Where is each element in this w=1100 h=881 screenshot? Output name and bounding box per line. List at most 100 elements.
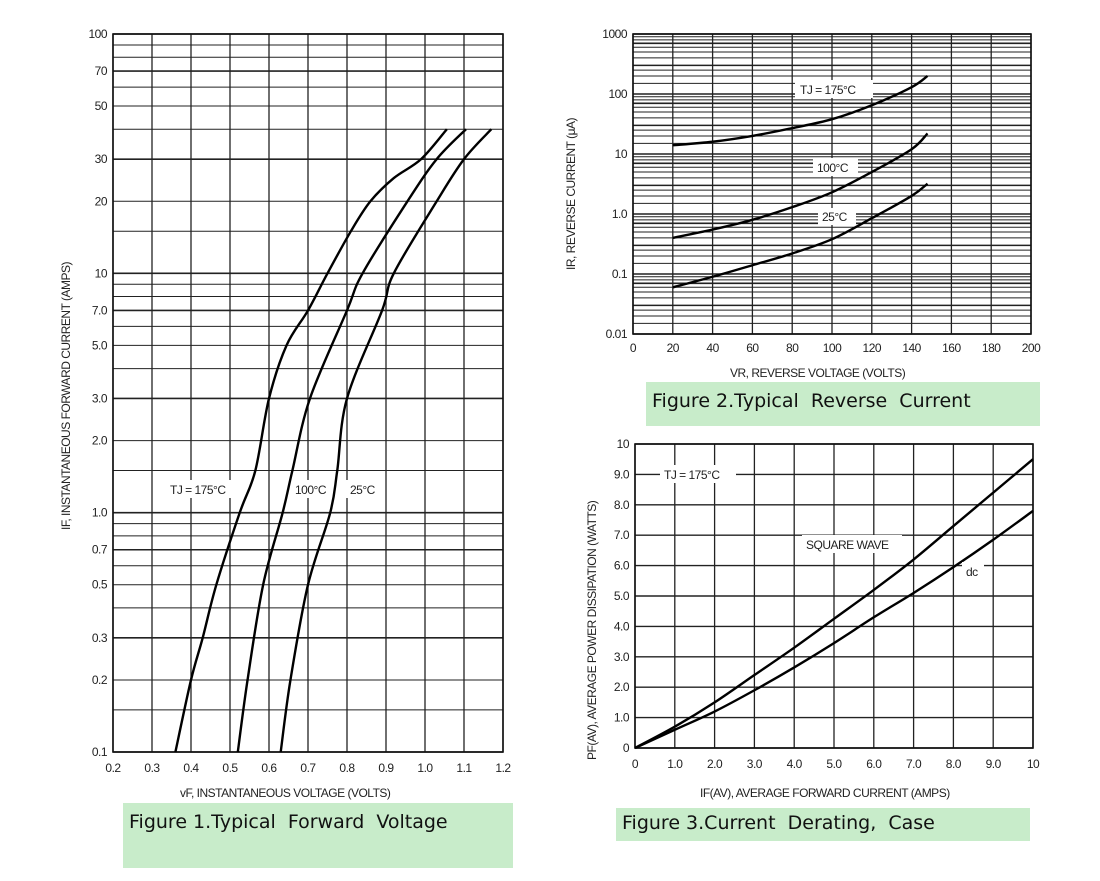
y-tick-label: 0.01 [606,327,628,341]
y-tick-label: 0.2 [92,673,108,687]
series-line [634,458,1034,750]
plot-frame [632,33,1032,335]
fig3-label-square-wave: SQUARE WAVE [806,538,889,552]
figure-3-current-derating-chart: 0 1.0 2.0 3.0 4.0 5.0 6.0 7.0 8.0 9.0 10 10 9.0 8.0 7.… [614,437,1041,771]
fig1-label-175c: TJ = 175°C [170,483,226,497]
y-tick-label: 30 [95,152,108,166]
figure-1-forward-voltage-chart: 0.2 0.3 0.4 0.5 0.6 0.7 0.8 0.9 1.0 1.1 1.2 100 70 50… [88,27,511,775]
y-tick-label: 10 [615,147,628,161]
y-tick-label: 5.0 [92,338,108,352]
figure-1-caption: Figure 1.Typical Forward Voltage [123,803,513,868]
plot-frame [112,33,504,753]
y-tick-label: 1000 [602,27,628,41]
x-tick-label: 40 [706,341,719,355]
x-tick-label: 0.4 [183,761,199,775]
x-tick-label: 80 [786,341,799,355]
series-line [174,128,448,753]
y-tick-label: 100 [608,87,627,101]
y-tick-label: 0 [623,741,630,755]
x-tick-label: 1.2 [495,761,511,775]
x-tick-label: 4.0 [787,757,803,771]
y-tick-label: 7.0 [92,303,108,317]
figure-3-caption: Figure 3.Current Derating, Case [616,808,1030,841]
fig3-y-axis-label: PF(AV), AVERAGE POWER DISSIPATION (WATTS… [585,500,599,760]
y-tick-label: 0.1 [92,745,108,759]
y-tick-label: 9.0 [614,467,630,481]
y-tick-label: 0.1 [612,267,628,281]
y-tick-label: 7.0 [614,528,630,542]
x-tick-label: 160 [942,341,961,355]
x-tick-label: 0.5 [222,761,238,775]
y-tick-label: 6.0 [614,559,630,573]
fig1-y-axis-label: IF, INSTANTANEOUS FORWARD CURRENT (AMPS) [59,261,73,530]
x-tick-label: 180 [982,341,1001,355]
fig1-label-25c: 25°C [350,483,376,497]
fig3-label-dc: dc [966,565,978,579]
y-tick-label: 2.0 [614,680,630,694]
x-tick-label: 0.2 [105,761,121,775]
fig1-label-100c: 100°C [295,483,327,497]
y-tick-label: 100 [88,27,107,41]
y-tick-label: 0.3 [92,631,108,645]
fig2-label-25c: 25°C [822,210,848,224]
fig2-annotations: TJ = 175°C 100°C 25°C [795,80,873,225]
x-tick-label: 1.0 [417,761,433,775]
series-line [236,128,467,753]
x-tick-label: 200 [1022,341,1041,355]
fig2-label-175c: TJ = 175°C [800,83,856,97]
y-tick-label: 1.0 [614,711,630,725]
x-tick-label: 0 [630,341,637,355]
y-tick-label: 4.0 [614,619,630,633]
fig2-label-100c: 100°C [817,161,849,175]
figure-2-reverse-current-chart: 0 20 40 60 80 100 120 140 160 180 200 1000 100 10 1.0 0… [602,27,1041,355]
fig3-x-axis-label: IF(AV), AVERAGE FORWARD CURRENT (AMPS) [700,786,950,800]
figure-2-caption: Figure 2.Typical Reverse Current [646,382,1040,426]
x-tick-label: 0.6 [261,761,277,775]
x-tick-label: 1.1 [456,761,472,775]
y-tick-label: 50 [95,99,108,113]
x-tick-label: 3.0 [747,757,763,771]
x-tick-label: 2.0 [707,757,723,771]
y-tick-label: 20 [95,194,108,208]
x-tick-label: 9.0 [986,757,1002,771]
series-line [279,128,493,753]
y-tick-label: 1.0 [612,207,628,221]
x-tick-label: 0.3 [144,761,160,775]
x-tick-label: 0.8 [339,761,355,775]
y-tick-label: 0.5 [92,578,108,592]
plot-frame [634,443,1034,749]
series-line [672,182,929,289]
x-tick-label: 1.0 [667,757,683,771]
fig3-annotations: TJ = 175°C SQUARE WAVE dc [660,465,984,580]
y-tick-label: 70 [95,64,108,78]
y-tick-label: 2.0 [92,434,108,448]
fig2-y-axis-label: IR, REVERSE CURRENT (μA) [564,117,578,270]
y-tick-label: 5.0 [614,589,630,603]
y-tick-label: 3.0 [614,650,630,664]
y-tick-label: 8.0 [614,498,630,512]
x-tick-label: 5.0 [826,757,842,771]
x-tick-label: 60 [746,341,759,355]
x-tick-label: 7.0 [906,757,922,771]
x-tick-label: 6.0 [866,757,882,771]
fig1-x-axis-label: vF, INSTANTANEOUS VOLTAGE (VOLTS) [180,786,391,800]
fig2-x-axis-label: VR, REVERSE VOLTAGE (VOLTS) [730,366,906,380]
y-tick-label: 3.0 [92,391,108,405]
series-line [672,74,929,147]
x-tick-label: 0 [632,757,639,771]
y-tick-label: 0.7 [92,543,108,557]
x-tick-label: 140 [902,341,921,355]
y-tick-label: 1.0 [92,506,108,520]
x-tick-label: 0.7 [300,761,316,775]
y-tick-label: 10 [95,266,108,280]
x-tick-label: 100 [823,341,842,355]
x-tick-label: 10 [1027,757,1040,771]
fig3-label-tj: TJ = 175°C [664,468,720,482]
x-tick-label: 8.0 [946,757,962,771]
x-tick-label: 20 [667,341,680,355]
x-tick-label: 0.9 [378,761,394,775]
fig1-annotations: TJ = 175°C 100°C 25°C [165,480,380,498]
y-tick-label: 10 [617,437,630,451]
series-line [672,132,929,240]
